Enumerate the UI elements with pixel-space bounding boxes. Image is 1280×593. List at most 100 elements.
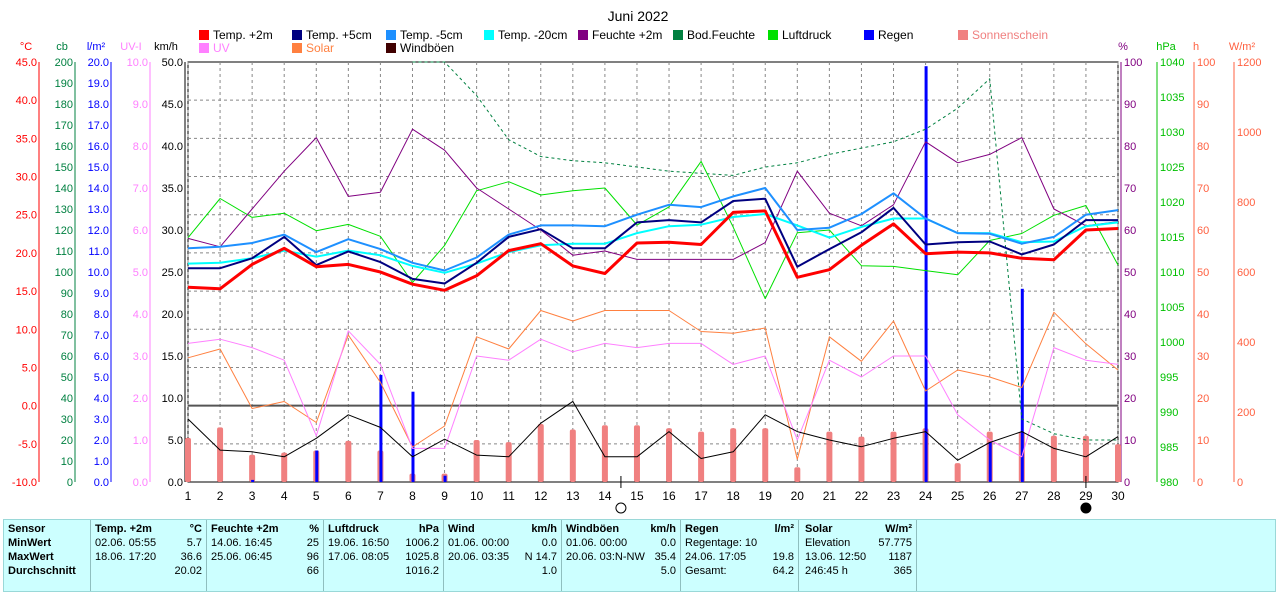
legend: Temp. +2m Temp. +5cm Temp. -5cm Temp. -20cm… [199,28,1048,55]
series-line-solar [187,310,1119,460]
tick-label-rain: 6.0 [94,351,109,363]
tick-label-wind: 50.0 [162,57,183,69]
tick-label-cb: 130 [55,204,73,216]
axes: °C -10.0 -5.0 0.0 5.0 10.0 15.0 20.0 25.0 30.0 35.… [12,41,1262,489]
legend-label: Sonnenschein [972,28,1048,42]
x-tick-label: 20 [791,489,805,503]
sunshine-bar [569,429,576,482]
sunshine-bar [666,428,673,482]
tick-label-temp: -10.0 [12,477,37,489]
tick-label-wind: 25.0 [162,267,183,279]
tick-label-wind: 15.0 [162,351,183,363]
tick-label-rain: 20.0 [88,57,109,69]
tick-label-rain: 9.0 [94,288,109,300]
axis-label-cb: cb [56,41,68,53]
gusts-min-value: 0.0 [660,537,676,549]
axis-label-sun: h [1193,41,1199,53]
rain-max-value: 19.8 [772,551,794,563]
tick-label-humidity: 30 [1124,351,1136,363]
tick-label-pressure: 1010 [1160,267,1184,279]
sunshine-bar [217,427,224,482]
humidity-header: Feuchte +2m [211,523,279,535]
tick-label-humidity: 40 [1124,309,1136,321]
tick-label-solar: 1000 [1237,127,1261,139]
pressure-max-value: 1025.8 [405,551,439,563]
legend-label: Regen [878,28,913,42]
tick-label-cb: 50 [61,372,73,384]
series-line-temp-2m [187,209,1119,292]
x-tick-label: 1 [185,489,192,503]
tick-label-rain: 7.0 [94,330,109,342]
pressure-max-time: 17.06. 08:05 [328,551,390,563]
axis-label-solar: W/m² [1229,41,1256,53]
rain-total-label: Gesamt: [685,565,727,577]
wind-min-time: 01.06. 00:00 [448,537,510,549]
sunshine-bar [185,437,191,482]
rain-bar [988,442,992,482]
tick-label-humidity: 10 [1124,435,1136,447]
tick-label-temp: 20.0 [16,248,37,260]
tick-label-cb: 0 [67,477,73,489]
legend-label: Windböen [400,41,454,55]
tick-label-sun: 10 [1197,435,1209,447]
sunshine-bar [794,467,801,482]
temp-min-value: 5.7 [186,537,202,549]
chart-title: Juni 2022 [608,8,669,24]
axis-label-humidity: % [1118,41,1128,53]
pressure-min-time: 19.06. 16:50 [328,537,390,549]
tick-label-pressure: 985 [1160,442,1178,454]
legend-label: Temp. +5cm [306,28,372,42]
x-tick-label: 7 [377,489,384,503]
tick-label-rain: 13.0 [88,204,109,216]
humidity-unit: % [309,523,319,535]
x-tick-label: 11 [502,489,515,503]
tick-label-sun: 40 [1197,309,1209,321]
x-tick-label: 29 [1079,489,1093,503]
humidity-avg-value: 66 [306,565,319,577]
tick-label-cb: 160 [55,141,73,153]
solar-header: Solar [805,523,833,535]
tick-label-uv: 2.0 [133,393,148,405]
temp-unit: °C [189,523,202,535]
temp-min-time: 02.06. 05:55 [95,537,157,549]
tick-label-pressure: 1000 [1160,337,1184,349]
tick-label-humidity: 60 [1124,225,1136,237]
rain-bar [443,475,447,482]
tick-label-pressure: 1025 [1160,162,1184,174]
series-line-feuchte-2m [187,128,1119,260]
tick-label-sun: 90 [1197,99,1209,111]
x-tick-label: 2 [217,489,224,503]
legend-swatch [484,30,494,40]
tick-label-sun: 60 [1197,225,1209,237]
legend-swatch [386,43,396,53]
series-line-bod-feuchte [412,61,1118,441]
tick-label-uv: 5.0 [133,267,148,279]
row-min: MinWert [8,537,52,549]
solar-avg-value: 365 [893,565,912,577]
tick-label-cb: 170 [55,120,73,132]
summary-rain: Regen l/m² Regentage: 10 24.06. 17:05 19… [681,520,799,591]
x-tick-label: 18 [726,489,740,503]
legend-label: Luftdruck [782,28,832,42]
tick-label-uv: 0.0 [133,477,148,489]
tick-label-humidity: 70 [1124,183,1136,195]
legend-label: Feuchte +2m [592,28,662,42]
tick-label-rain: 11.0 [88,246,109,258]
tick-label-wind: 10.0 [162,393,183,405]
sunshine-bar [281,452,288,482]
x-tick-label: 6 [345,489,352,503]
tick-label-rain: 12.0 [88,225,109,237]
tick-label-wind: 0.0 [168,477,183,489]
solar-elevation-value: 57.775 [878,537,912,549]
rain-bar [251,479,255,482]
x-tick-label: 12 [534,489,548,503]
humidity-max-time: 25.06. 06:45 [211,551,273,563]
tick-label-rain: 8.0 [94,309,109,321]
pressure-header: Luftdruck [328,523,379,535]
tick-label-sun: 0 [1197,477,1203,489]
pressure-avg-value: 1016.2 [405,565,439,577]
tick-label-sun: 70 [1197,183,1209,195]
tick-label-rain: 19.0 [88,78,109,90]
tick-label-rain: 0.0 [94,477,109,489]
tick-label-cb: 140 [55,183,73,195]
